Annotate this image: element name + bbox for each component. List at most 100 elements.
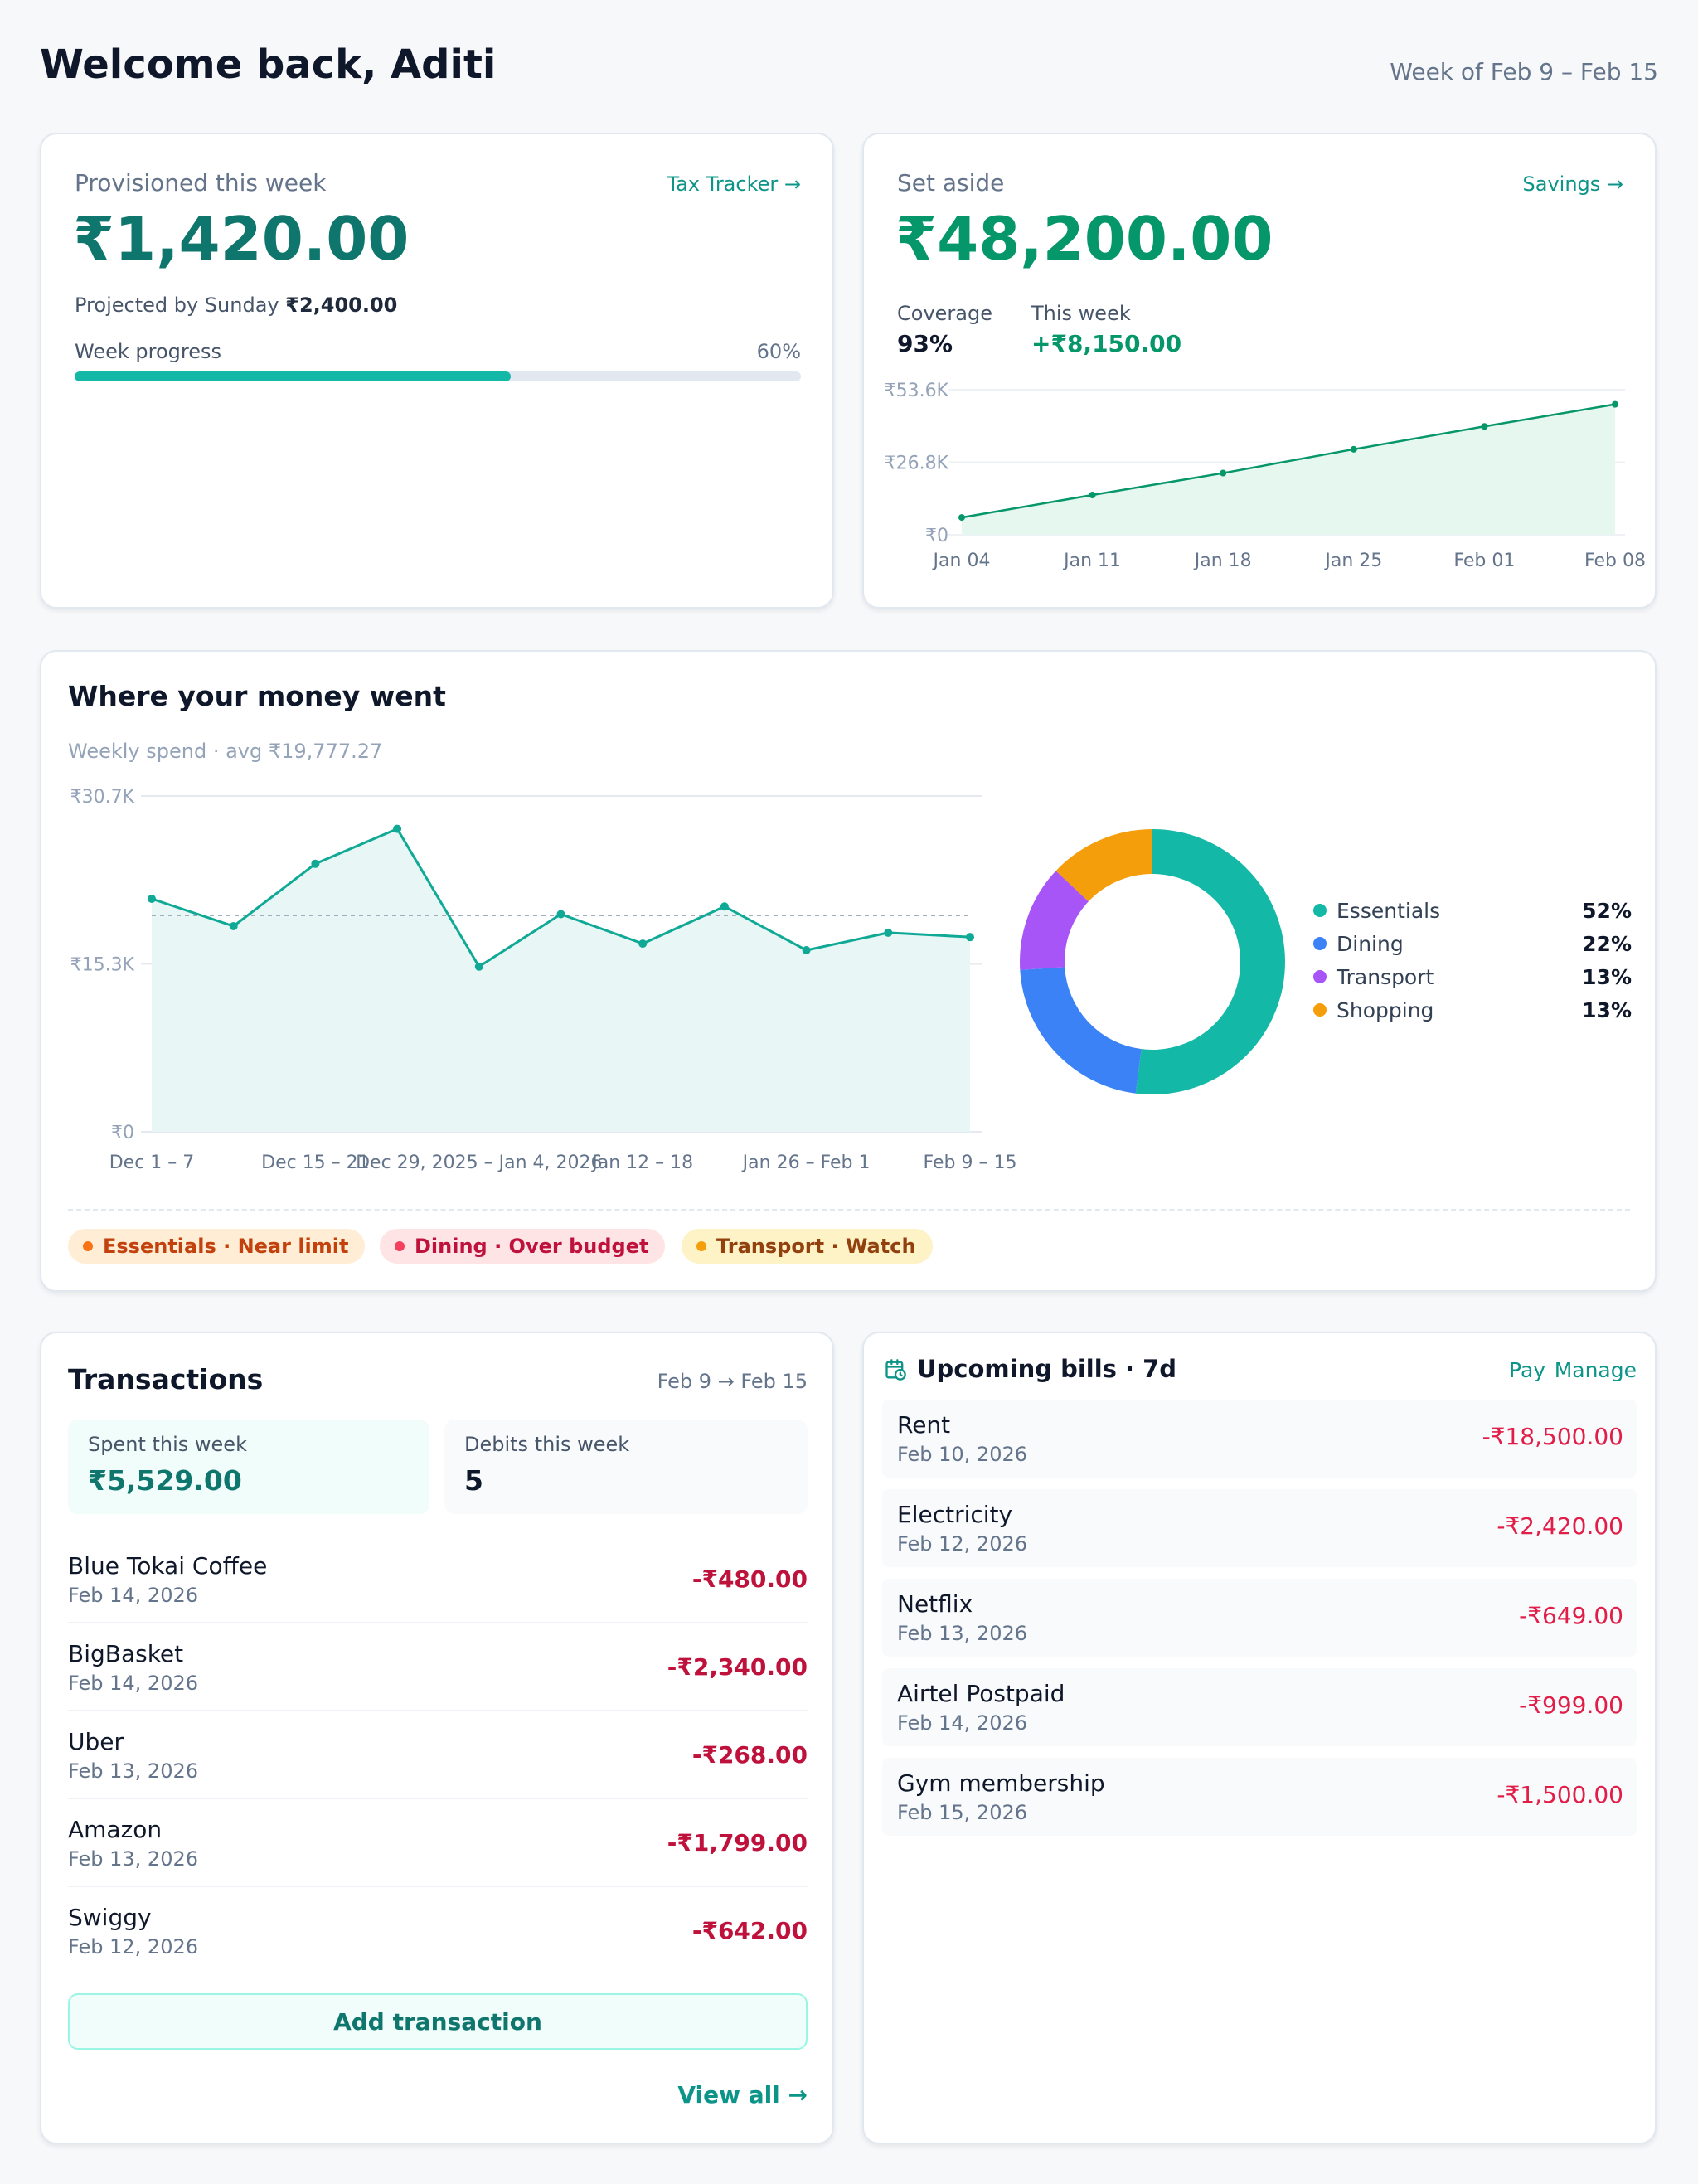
budget-alert-chip[interactable]: Essentials · Near limit <box>68 1229 366 1264</box>
savings-point <box>1350 445 1357 453</box>
transaction-amount: -₹268.00 <box>691 1741 808 1769</box>
pay-link[interactable]: Pay <box>1509 1358 1546 1382</box>
coverage-value: 93% <box>897 330 953 357</box>
provisioned-label: Provisioned this week <box>75 169 327 197</box>
spend-point <box>474 962 483 971</box>
upcoming-bills-title: Upcoming bills · 7d <box>917 1355 1177 1383</box>
provisioned-amount: ₹1,420.00 <box>73 204 410 274</box>
legend-swatch <box>1313 970 1327 983</box>
savings-x-tick: Feb 08 <box>1584 551 1646 571</box>
row-divider <box>68 1886 808 1887</box>
spend-y-tick: ₹0 <box>111 1123 134 1143</box>
week-progress-fill <box>75 371 511 381</box>
week-range: Week of Feb 9 – Feb 15 <box>1390 58 1658 85</box>
bill-due-date: Feb 14, 2026 <box>897 1711 1027 1735</box>
view-all-link[interactable]: View all → <box>677 2081 808 2109</box>
alert-text: Essentials · Near limit <box>103 1235 349 1258</box>
legend-item-shopping: Shopping 13% <box>1313 993 1632 1026</box>
add-transaction-button[interactable]: Add transaction <box>68 1993 808 2050</box>
projected-line: Projected by Sunday ₹2,400.00 <box>75 294 397 317</box>
legend-value: 52% <box>1582 898 1632 923</box>
transaction-row[interactable]: Amazon Feb 13, 2026 -₹1,799.00 <box>68 1799 808 1887</box>
bill-row[interactable]: Electricity Feb 12, 2026 -₹2,420.00 <box>882 1489 1637 1567</box>
legend-label: Transport <box>1337 964 1434 989</box>
bill-row[interactable]: Airtel Postpaid Feb 14, 2026 -₹999.00 <box>882 1668 1637 1746</box>
legend-label: Essentials <box>1337 898 1441 923</box>
this-week-value: +₹8,150.00 <box>1031 330 1182 357</box>
spend-x-tick: Dec 15 – 21 <box>261 1153 370 1173</box>
legend-value: 13% <box>1582 964 1632 989</box>
savings-x-tick: Feb 01 <box>1453 551 1515 571</box>
transaction-row[interactable]: Blue Tokai Coffee Feb 14, 2026 -₹480.00 <box>68 1536 808 1623</box>
legend-value: 22% <box>1582 931 1632 956</box>
spend-point <box>802 946 811 955</box>
spend-point <box>311 859 320 868</box>
bill-due-date: Feb 10, 2026 <box>897 1443 1027 1466</box>
transaction-amount: -₹2,340.00 <box>667 1653 808 1681</box>
bill-name: Electricity <box>897 1501 1013 1528</box>
bill-row[interactable]: Netflix Feb 13, 2026 -₹649.00 <box>882 1579 1637 1657</box>
tax-tracker-link[interactable]: Tax Tracker → <box>667 172 801 196</box>
bill-row[interactable]: Gym membership Feb 15, 2026 -₹1,500.00 <box>882 1758 1637 1836</box>
transaction-row[interactable]: BigBasket Feb 14, 2026 -₹2,340.00 <box>68 1623 808 1711</box>
transaction-row[interactable]: Swiggy Feb 12, 2026 -₹642.00 <box>68 1887 808 1975</box>
transaction-row[interactable]: Uber Feb 13, 2026 -₹268.00 <box>68 1711 808 1799</box>
savings-point <box>1612 400 1618 408</box>
savings-point <box>1220 469 1227 477</box>
week-progress-label: Week progress <box>75 340 221 363</box>
savings-point <box>958 514 965 522</box>
calendar-clock-icon <box>884 1358 907 1381</box>
savings-x-tick: Jan 25 <box>1323 551 1382 571</box>
savings-y-tick: ₹0 <box>925 526 948 546</box>
manage-link[interactable]: Manage <box>1554 1358 1637 1382</box>
bill-row[interactable]: Rent Feb 10, 2026 -₹18,500.00 <box>882 1400 1637 1478</box>
bill-amount: -₹649.00 <box>1519 1602 1623 1629</box>
page-title: Welcome back, Aditi <box>40 41 497 88</box>
legend-label: Shopping <box>1337 997 1434 1022</box>
spend-point <box>966 933 974 942</box>
bill-name: Netflix <box>897 1590 973 1618</box>
savings-x-tick: Jan 04 <box>932 551 991 571</box>
spend-divider <box>68 1209 1630 1211</box>
spend-point <box>229 921 238 930</box>
spent-this-week-box: Spent this week ₹5,529.00 <box>68 1420 429 1514</box>
spend-x-tick: Feb 9 – 15 <box>924 1153 1017 1173</box>
bill-due-date: Feb 12, 2026 <box>897 1532 1027 1555</box>
coverage-label: Coverage <box>897 302 992 325</box>
legend-item-essentials: Essentials 52% <box>1313 894 1632 927</box>
category-donut-chart <box>1020 829 1285 1094</box>
bill-name: Rent <box>897 1411 951 1439</box>
spend-point <box>884 928 893 937</box>
debits-this-week-box: Debits this week 5 <box>444 1420 808 1514</box>
legend-label: Dining <box>1337 931 1404 956</box>
savings-y-tick: ₹53.6K <box>885 381 949 401</box>
budget-alert-chip[interactable]: Transport · Watch <box>682 1229 933 1264</box>
donut-segment-shopping <box>1020 829 1285 1094</box>
transaction-date: Feb 14, 2026 <box>68 1672 198 1695</box>
spend-x-tick: Dec 29, 2025 – Jan 4, 2026 <box>356 1153 602 1173</box>
this-week-label: This week <box>1031 302 1131 325</box>
bill-amount: -₹1,500.00 <box>1497 1781 1623 1808</box>
legend-swatch <box>1313 904 1327 917</box>
transaction-amount: -₹480.00 <box>691 1565 808 1593</box>
savings-x-tick: Jan 18 <box>1193 551 1252 571</box>
transactions-title: Transactions <box>68 1363 264 1395</box>
debits-this-week-label: Debits this week <box>464 1433 630 1456</box>
transaction-merchant: Blue Tokai Coffee <box>68 1552 268 1580</box>
legend-swatch <box>1313 937 1327 950</box>
spend-point <box>393 824 402 833</box>
savings-area <box>962 404 1615 535</box>
budget-alert-chip[interactable]: Dining · Over budget <box>380 1229 666 1264</box>
savings-link[interactable]: Savings → <box>1522 172 1624 196</box>
savings-x-tick: Jan 11 <box>1062 551 1121 571</box>
alert-dot <box>696 1241 706 1251</box>
transaction-amount: -₹1,799.00 <box>667 1829 808 1856</box>
transaction-merchant: Amazon <box>68 1816 163 1843</box>
legend-swatch <box>1313 1003 1327 1017</box>
alert-dot <box>395 1241 405 1251</box>
transaction-date: Feb 13, 2026 <box>68 1847 198 1871</box>
spend-title: Where your money went <box>68 680 446 712</box>
spend-point <box>148 895 156 904</box>
spend-point <box>556 910 565 919</box>
week-progress-bar <box>75 371 801 381</box>
